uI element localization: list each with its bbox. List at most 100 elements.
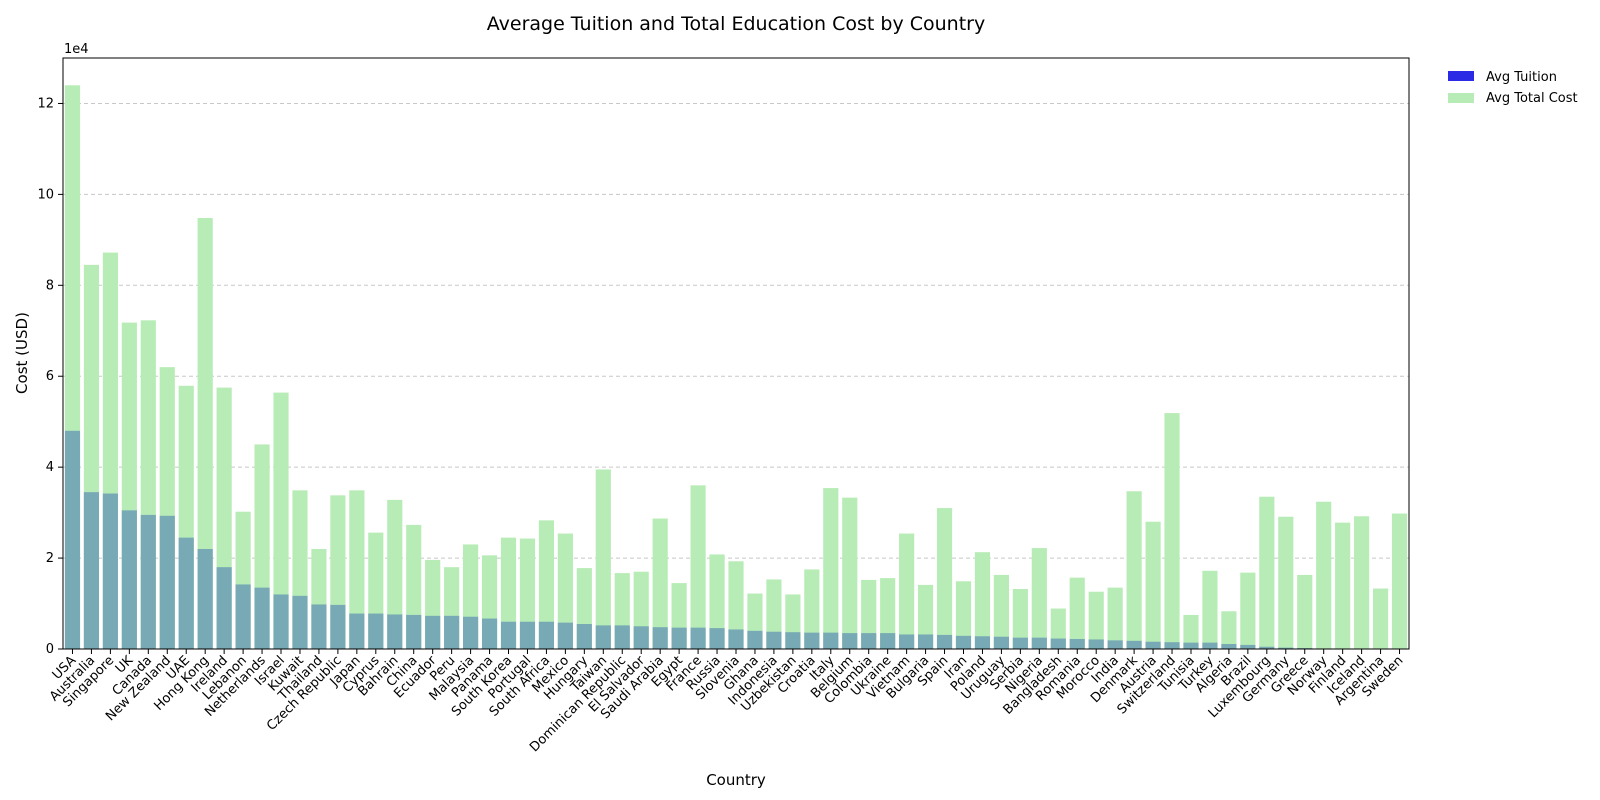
bar-total-indonesia <box>766 579 782 649</box>
bar-tuition-turkey <box>1202 642 1218 649</box>
bar-total-iran <box>955 581 972 649</box>
legend-label-avg-tuition: Avg Tuition <box>1486 70 1557 85</box>
bar-tuition-ireland <box>216 567 232 649</box>
bar-tuition-portugal <box>519 621 536 649</box>
bar-total-finland <box>1335 522 1351 649</box>
bar-tuition-vietnam <box>899 634 915 649</box>
bar-tuition-china <box>406 614 422 649</box>
bar-tuition-slovenia <box>728 629 744 649</box>
bar-total-colombia <box>861 579 877 649</box>
bar-total-italy <box>823 488 839 649</box>
bar-tuition-russia <box>709 628 725 649</box>
bar-total-tunisia <box>1183 614 1199 649</box>
bar-tuition-hong-kong <box>197 548 213 649</box>
bar-total-belgium <box>842 497 858 649</box>
bar-total-iceland <box>1354 516 1370 649</box>
bar-tuition-germany <box>1278 647 1294 649</box>
bar-total-taiwan <box>595 469 611 649</box>
bar-total-india <box>1107 587 1123 649</box>
bar-total-hong-kong <box>197 218 213 650</box>
bar-total-mexico <box>557 533 573 649</box>
y-tick-label: 8 <box>46 278 54 293</box>
y-axis-multiplier: 1e4 <box>64 42 89 57</box>
bar-total-bulgaria <box>917 584 934 649</box>
legend-swatch-avg-total-cost <box>1448 93 1474 103</box>
bar-tuition-mexico <box>557 622 573 649</box>
bar-total-israel <box>273 392 289 649</box>
bar-tuition-bangladesh <box>1050 638 1066 649</box>
y-tick-label: 6 <box>46 369 54 384</box>
bar-tuition-italy <box>823 632 839 649</box>
bar-tuition-tunisia <box>1183 642 1199 649</box>
bar-total-spain <box>936 508 953 649</box>
bar-tuition-canada <box>140 514 156 649</box>
bar-tuition-bahrain <box>387 614 403 649</box>
bar-tuition-india <box>1107 640 1123 649</box>
total-cost-bars <box>64 85 1408 650</box>
legend-label-avg-total-cost: Avg Total Cost <box>1486 91 1578 106</box>
y-tick-label: 4 <box>46 460 54 475</box>
bar-total-switzerland <box>1164 413 1180 649</box>
bar-tuition-south-africa <box>538 621 555 649</box>
bar-tuition-austria <box>1145 641 1161 649</box>
bar-tuition-malaysia <box>463 616 479 649</box>
bar-tuition-brazil <box>1240 644 1256 649</box>
bar-tuition-uae <box>178 537 194 649</box>
legend-swatch-avg-tuition <box>1448 71 1474 81</box>
bar-total-poland <box>974 552 991 649</box>
y-tick-label: 10 <box>37 187 54 202</box>
bar-tuition-ukraine <box>880 633 896 649</box>
bar-tuition-israel <box>273 594 289 649</box>
bar-tuition-thailand <box>311 604 327 649</box>
bar-tuition-cyprus <box>368 613 384 649</box>
bar-total-portugal <box>519 538 536 649</box>
bar-tuition-colombia <box>861 633 877 649</box>
bar-total-denmark <box>1126 491 1142 649</box>
bar-tuition-kuwait <box>292 595 308 649</box>
bar-total-south-africa <box>538 520 555 649</box>
bar-total-germany <box>1278 516 1294 649</box>
bar-tuition-netherlands <box>254 587 270 649</box>
bar-total-luxembourg <box>1259 496 1275 649</box>
bar-tuition-panama <box>481 618 498 649</box>
y-tick-label: 12 <box>37 96 54 111</box>
tuition-bars <box>64 430 1313 649</box>
bar-total-brazil <box>1240 572 1256 649</box>
bar-tuition-france <box>690 627 706 649</box>
bar-tuition-uzbekistan <box>785 632 801 649</box>
bar-tuition-poland <box>974 636 991 649</box>
bar-tuition-indonesia <box>766 631 782 649</box>
bar-total-austria <box>1145 521 1161 649</box>
bar-tuition-morocco <box>1088 639 1104 649</box>
bar-total-bahrain <box>387 499 403 649</box>
bar-tuition-algeria <box>1221 643 1237 649</box>
bar-tuition-croatia <box>804 632 820 649</box>
bar-tuition-luxembourg <box>1259 646 1275 649</box>
bar-tuition-belgium <box>842 633 858 649</box>
bar-total-serbia <box>1012 588 1028 649</box>
bar-tuition-czech-republic <box>330 604 346 649</box>
bar-tuition-australia <box>83 492 100 649</box>
bar-tuition-el-salvador <box>633 626 649 649</box>
bar-tuition-lebanon <box>235 584 251 649</box>
bar-tuition-south-korea <box>500 621 517 649</box>
bar-tuition-switzerland <box>1164 642 1180 649</box>
x-axis-label: Country <box>706 771 766 789</box>
bar-total-saudi-arabia <box>652 518 668 649</box>
bar-total-algeria <box>1221 611 1237 649</box>
bar-tuition-usa <box>64 430 81 649</box>
bar-tuition-uruguay <box>993 636 1009 649</box>
bar-total-ukraine <box>880 578 896 649</box>
bar-tuition-iran <box>955 635 972 649</box>
bar-tuition-nigeria <box>1031 637 1047 649</box>
bar-total-south-korea <box>500 537 517 649</box>
bar-tuition-ecuador <box>425 615 441 649</box>
y-tick-label: 0 <box>46 642 54 657</box>
bar-tuition-denmark <box>1126 640 1142 649</box>
bar-tuition-singapore <box>102 493 118 649</box>
bar-tuition-dominican-republic <box>614 625 630 649</box>
y-axis-ticks: 0 2 4 6 8 10 12 <box>37 96 63 657</box>
bar-tuition-japan <box>349 613 365 649</box>
